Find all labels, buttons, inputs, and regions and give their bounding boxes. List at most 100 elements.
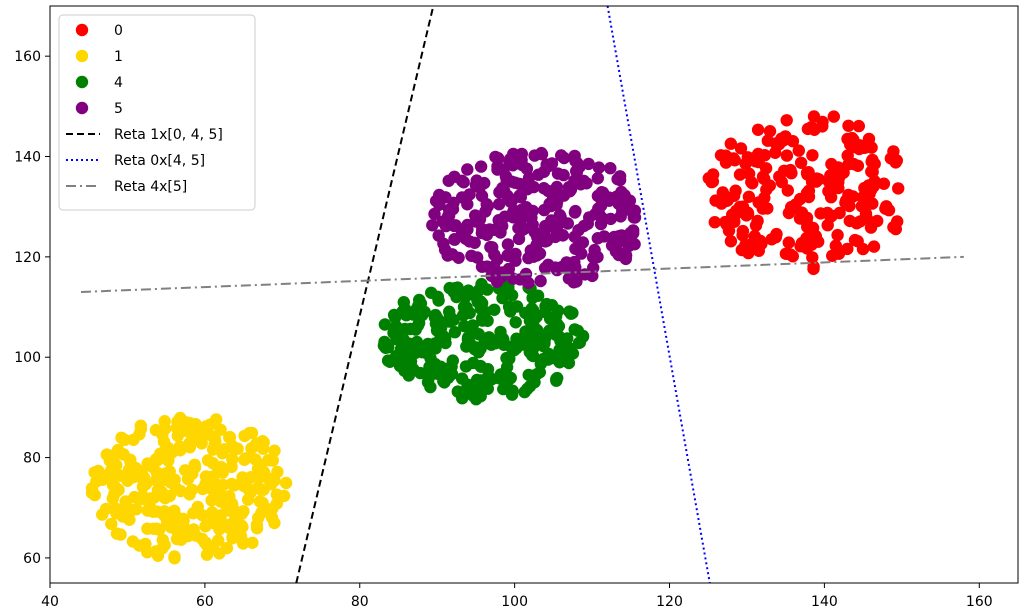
data-point — [752, 244, 765, 257]
data-point — [807, 262, 820, 276]
data-point — [539, 300, 552, 313]
data-point — [199, 537, 213, 550]
data-point — [268, 516, 281, 530]
data-point — [591, 189, 605, 203]
data-point — [378, 318, 392, 331]
data-point — [754, 234, 767, 248]
x-tick-label: 100 — [501, 594, 528, 610]
data-point — [570, 164, 583, 178]
data-point — [216, 447, 229, 460]
data-point — [806, 251, 819, 264]
data-point — [139, 477, 153, 491]
data-point — [185, 483, 199, 496]
data-point — [530, 368, 543, 381]
data-point — [802, 190, 816, 203]
data-point — [855, 200, 868, 213]
data-point — [557, 151, 571, 165]
data-point — [808, 123, 821, 136]
data-point — [842, 119, 855, 132]
data-point — [544, 199, 558, 213]
data-point — [839, 196, 852, 209]
x-tick-label: 60 — [196, 594, 214, 610]
data-point — [470, 174, 483, 187]
data-point — [151, 476, 164, 489]
data-point — [428, 311, 442, 324]
data-point — [387, 326, 400, 340]
data-point — [719, 215, 732, 229]
data-point — [428, 339, 441, 352]
data-point — [822, 175, 836, 188]
data-point — [604, 162, 617, 175]
legend-marker-0 — [75, 23, 89, 37]
data-point — [827, 110, 840, 123]
data-point — [831, 228, 844, 242]
data-point — [759, 162, 773, 175]
data-point — [598, 230, 611, 243]
data-point — [515, 224, 529, 237]
data-point — [627, 224, 640, 237]
data-point — [430, 324, 444, 337]
data-point — [439, 219, 453, 233]
data-point — [179, 424, 192, 437]
data-point — [250, 522, 264, 535]
y-tick-label: 80 — [23, 451, 41, 467]
data-point — [891, 215, 904, 228]
data-point — [751, 214, 764, 228]
data-point — [616, 204, 629, 217]
data-point — [508, 340, 521, 354]
data-point — [613, 173, 627, 187]
data-point — [586, 269, 599, 283]
data-point — [211, 510, 224, 524]
data-point — [867, 180, 880, 193]
data-point — [255, 506, 268, 519]
x-tick-label: 140 — [811, 594, 838, 610]
scatter-points — [85, 110, 905, 565]
data-point — [586, 251, 600, 264]
data-point — [234, 530, 248, 543]
data-point — [821, 206, 834, 220]
data-point — [515, 147, 528, 161]
data-point — [549, 185, 563, 199]
data-point — [742, 190, 756, 203]
data-point — [227, 443, 241, 456]
data-point — [542, 258, 555, 271]
data-point — [149, 545, 163, 558]
data-point — [103, 454, 117, 467]
data-point — [778, 164, 791, 177]
data-point — [801, 168, 814, 181]
data-point — [253, 470, 266, 483]
data-point — [572, 224, 585, 237]
data-point — [763, 125, 777, 138]
series-5-points — [426, 146, 642, 290]
data-point — [503, 155, 516, 168]
data-point — [550, 374, 563, 387]
data-point — [485, 269, 498, 283]
data-point — [469, 393, 483, 406]
data-point — [502, 300, 516, 313]
data-point — [158, 505, 171, 518]
data-point — [443, 281, 456, 295]
data-point — [501, 238, 515, 251]
data-point — [524, 244, 537, 257]
data-point — [619, 252, 632, 266]
data-point — [455, 225, 468, 238]
series-4-points — [377, 274, 590, 406]
data-point — [426, 219, 439, 232]
data-point — [824, 191, 838, 204]
data-point — [161, 516, 174, 529]
data-point — [503, 372, 517, 385]
data-point — [609, 245, 623, 258]
data-point — [867, 240, 881, 253]
data-point — [457, 309, 470, 322]
data-point — [492, 152, 505, 165]
data-point — [413, 293, 426, 307]
data-point — [582, 157, 595, 171]
data-point — [542, 347, 555, 361]
data-point — [500, 351, 513, 365]
data-point — [146, 461, 160, 474]
data-point — [105, 517, 118, 531]
data-point — [535, 148, 549, 161]
data-point — [505, 388, 519, 401]
data-point — [522, 171, 536, 184]
